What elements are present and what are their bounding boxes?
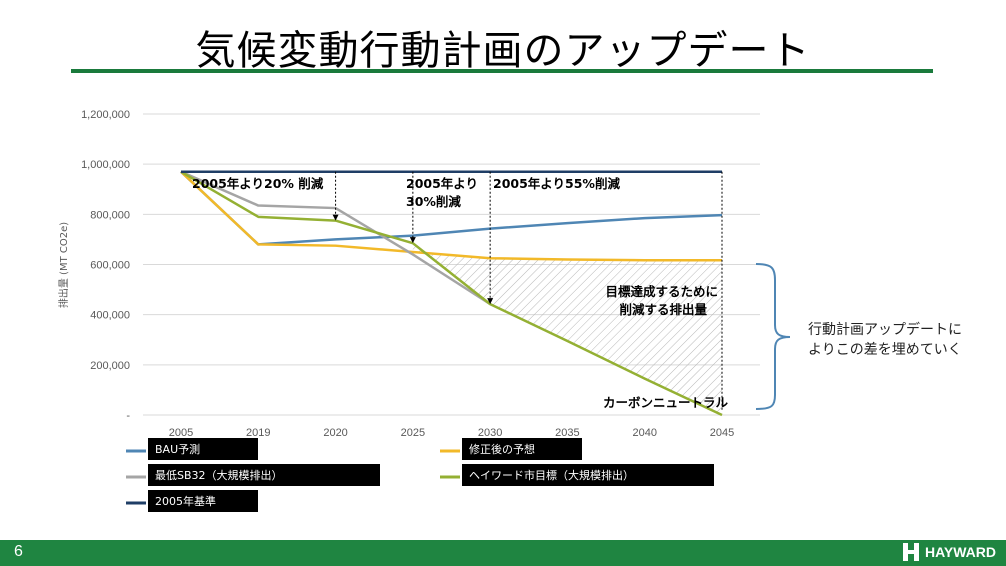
reduction-guides bbox=[332, 171, 723, 410]
legend-label-bg bbox=[462, 438, 582, 460]
gap-note-line-2: よりこの差を埋めていく bbox=[808, 342, 962, 358]
annotation: 2005年より55%削減 bbox=[493, 176, 620, 191]
hayward-logo: HAYWARD bbox=[902, 543, 996, 561]
legend-label-bg bbox=[462, 464, 714, 486]
title-divider bbox=[71, 69, 933, 73]
legend-label: ヘイワード市目標（大規模排出） bbox=[469, 468, 634, 482]
annotation: 2005年より bbox=[406, 176, 478, 191]
page-number: 6 bbox=[14, 543, 23, 560]
legend-label: 最低SB32（大規模排出） bbox=[155, 468, 283, 482]
page-title: 気候変動行動計画のアップデート bbox=[195, 28, 811, 74]
y-tick-label: 800,000 bbox=[90, 209, 130, 221]
x-tick-label: 2025 bbox=[401, 427, 425, 439]
y-axis-ticks: - 200,000 400,000 600,000 800,000 1,000,000 1,… bbox=[81, 109, 130, 422]
y-tick-label: - bbox=[126, 410, 130, 422]
footer-bar: 6 HAYWARD bbox=[0, 540, 1006, 566]
annotations: 2005年より20% 削減 2005年より 30%削減 2005年より55%削減目標達… bbox=[192, 176, 728, 410]
legend-label: 2005年基準 bbox=[155, 494, 216, 508]
legend-label-bg bbox=[148, 490, 258, 512]
annotation: 削減する排出量 bbox=[619, 302, 707, 317]
gap-hatch bbox=[412, 243, 722, 415]
series-line bbox=[180, 170, 723, 417]
x-axis-ticks: 2005 2019 2020 2025 2030 2035 2040 2045 bbox=[169, 427, 734, 439]
y-tick-label: 600,000 bbox=[90, 260, 130, 272]
y-tick-label: 400,000 bbox=[90, 310, 130, 322]
annotation: カーボンニュートラル bbox=[603, 395, 729, 410]
guide-arrow bbox=[332, 214, 339, 221]
y-tick-label: 1,000,000 bbox=[81, 159, 130, 171]
emissions-chart: - 200,000 400,000 600,000 800,000 1,000,000 1,… bbox=[57, 109, 791, 512]
series-line bbox=[180, 170, 491, 306]
x-tick-label: 2040 bbox=[632, 427, 656, 439]
x-tick-label: 2035 bbox=[555, 427, 579, 439]
gap-note-line-1: 行動計画アップデートに bbox=[808, 322, 962, 338]
legend-label-bg bbox=[148, 464, 380, 486]
x-tick-label: 2005 bbox=[169, 427, 193, 439]
x-tick-label: 2019 bbox=[246, 427, 270, 439]
y-axis-label: 排出量 (MT CO2e) bbox=[57, 222, 70, 308]
legend-label: 修正後の予想 bbox=[469, 442, 535, 456]
gap-bracket bbox=[755, 263, 791, 410]
legend-label-bg bbox=[148, 438, 258, 460]
annotation: 30%削減 bbox=[406, 194, 461, 209]
gap-note: 行動計画アップデートに よりこの差を埋めていく bbox=[808, 320, 962, 360]
legend-label: BAU予測 bbox=[155, 442, 200, 456]
y-tick-label: 200,000 bbox=[90, 360, 130, 372]
x-tick-label: 2020 bbox=[323, 427, 347, 439]
guide-arrow bbox=[487, 298, 494, 305]
x-tick-label: 2045 bbox=[710, 427, 734, 439]
x-tick-label: 2030 bbox=[478, 427, 502, 439]
annotation: 2005年より20% 削減 bbox=[192, 176, 324, 191]
y-tick-label: 1,200,000 bbox=[81, 109, 130, 121]
series-line bbox=[180, 170, 722, 262]
guide-arrow bbox=[409, 237, 416, 244]
logo-text: HAYWARD bbox=[924, 544, 996, 560]
reduction-gap-area bbox=[412, 243, 722, 415]
hayward-h-icon bbox=[902, 543, 919, 561]
annotation: 目標達成するために bbox=[605, 284, 718, 299]
